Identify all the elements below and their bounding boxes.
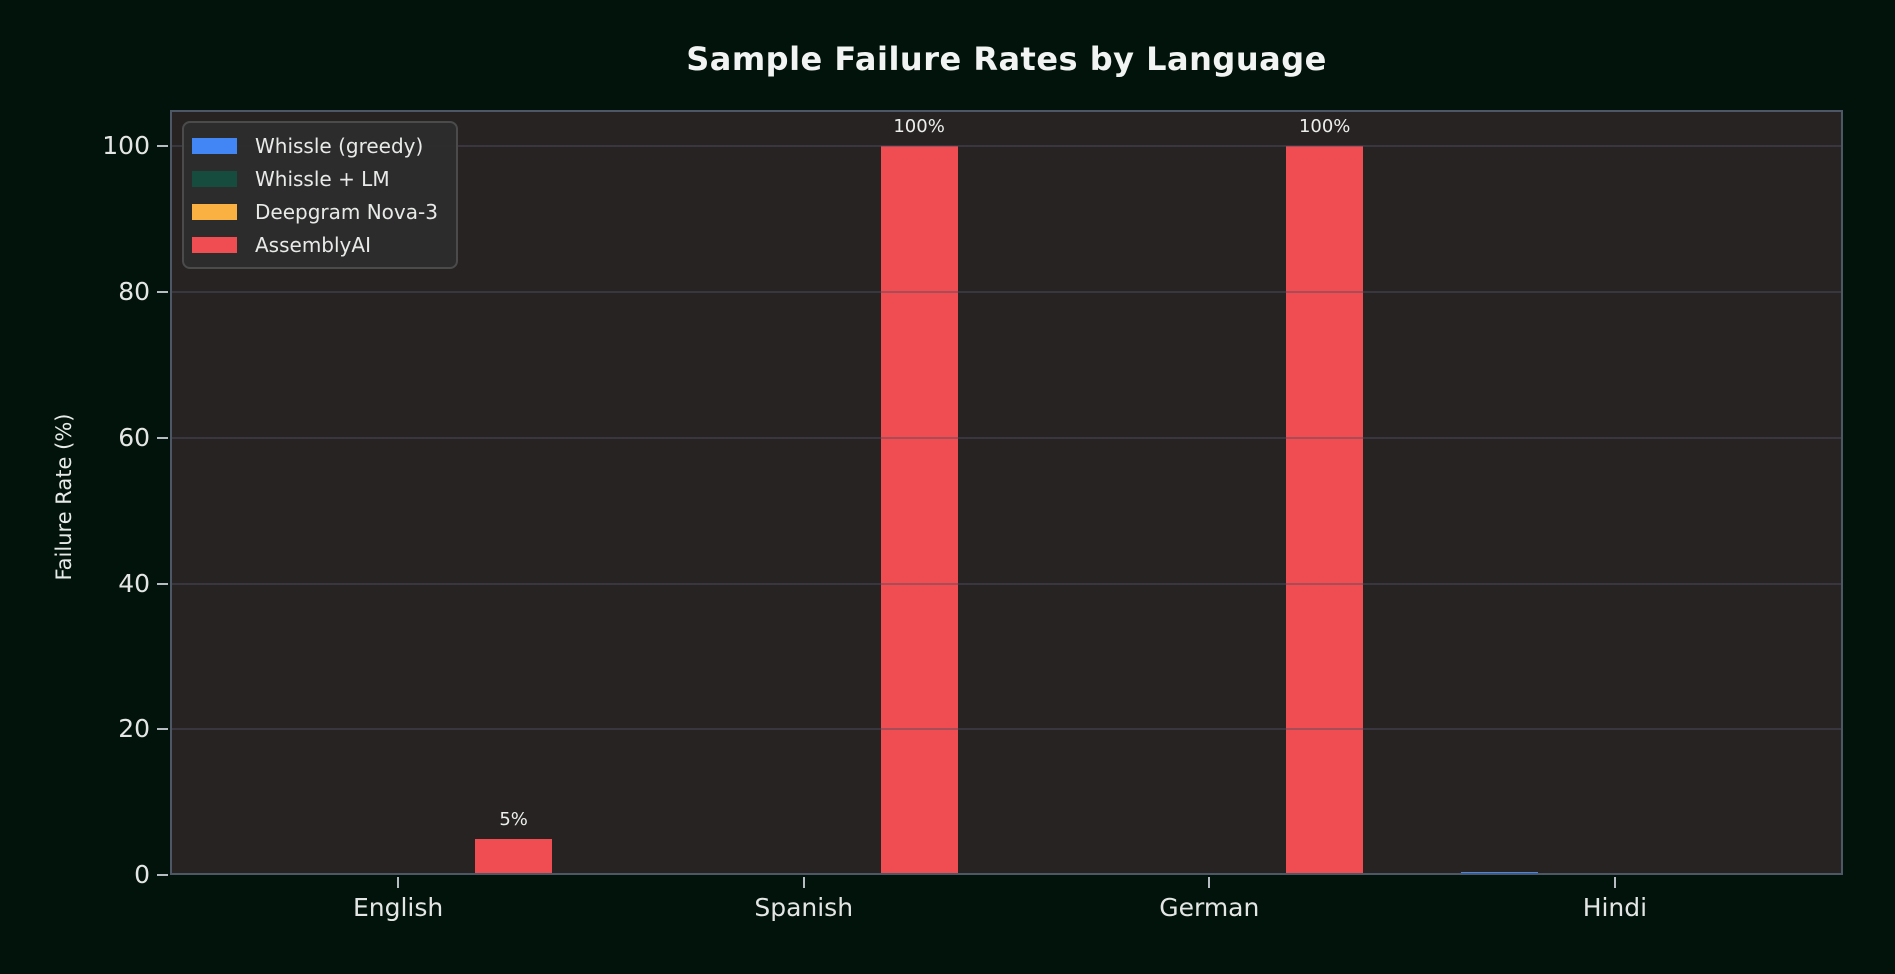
y-tick-label-80: 80 [118, 277, 150, 307]
legend-swatch-deepgram-nova-3 [192, 203, 237, 220]
gridline-40 [170, 582, 1843, 585]
x-tick-mark [1208, 877, 1211, 888]
y-tick-label-0: 0 [134, 860, 150, 889]
legend-item-deepgram-nova-3: Deepgram Nova-3 [192, 195, 438, 228]
bar-whissle-lm-hindi [1537, 872, 1615, 875]
y-tick-mark [157, 291, 168, 294]
y-tick-mark [157, 728, 168, 731]
x-tick-mark [397, 877, 400, 888]
x-tick-label-hindi: Hindi [1582, 893, 1648, 922]
bar-whissle-greedy-hindi [1460, 872, 1538, 875]
plot-area: Whissle (greedy) Whissle + LM Deepgram Nov… [170, 110, 1843, 875]
legend-label: Whissle (greedy) [255, 133, 424, 158]
x-tick-label-english: English [352, 893, 444, 922]
legend-item-whissle-lm: Whissle + LM [192, 162, 438, 195]
y-tick-mark [157, 582, 168, 585]
legend-swatch-whissle-lm [192, 170, 237, 187]
legend-label: Deepgram Nova-3 [255, 199, 438, 224]
y-tick-mark [157, 436, 168, 439]
y-tick-mark [157, 145, 168, 148]
bar-assemblyai-spanish [880, 146, 958, 875]
gridline-20 [170, 728, 1843, 731]
legend: Whissle (greedy) Whissle + LM Deepgram Nov… [182, 121, 458, 269]
legend-item-whissle-greedy: Whissle (greedy) [192, 129, 438, 162]
gridline-100 [170, 145, 1843, 148]
y-tick-mark [157, 874, 168, 876]
bar-value-label-english: 5% [499, 808, 528, 830]
y-tick-label-20: 20 [118, 714, 150, 744]
bar-assemblyai-german [1286, 146, 1364, 875]
legend-label: AssemblyAI [255, 232, 371, 257]
gridline-60 [170, 436, 1843, 439]
bar-value-label-german: 100% [1298, 116, 1351, 138]
y-tick-label-60: 60 [118, 422, 150, 452]
x-tick-mark [802, 877, 805, 888]
bar-assemblyai-english [475, 838, 553, 875]
chart-title: Sample Failure Rates by Language [686, 40, 1327, 78]
legend-label: Whissle + LM [255, 166, 390, 191]
x-tick-mark [1613, 877, 1616, 888]
y-tick-label-40: 40 [118, 568, 150, 598]
x-tick-label-german: German [1159, 893, 1260, 922]
legend-swatch-whissle-greedy [192, 137, 237, 154]
bar-value-label-spanish: 100% [893, 116, 945, 138]
legend-swatch-assemblyai [192, 236, 237, 253]
gridline-80 [170, 291, 1843, 294]
y-tick-label-100: 100 [102, 131, 150, 161]
x-tick-label-spanish: Spanish [754, 893, 854, 922]
legend-item-assemblyai: AssemblyAI [192, 228, 438, 261]
